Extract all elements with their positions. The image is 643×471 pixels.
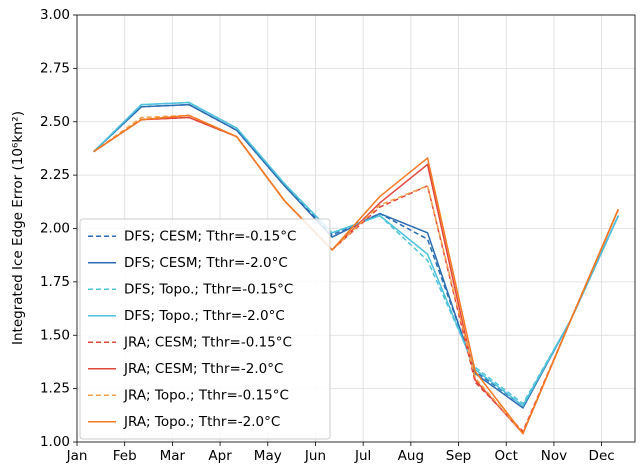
x-tick-label: Dec [589, 448, 615, 464]
x-tick-label: Nov [541, 448, 567, 464]
x-tick-label: Sep [446, 448, 471, 464]
legend-label: JRA; CESM; Tthr=-2.0°C [123, 361, 283, 377]
x-tick-label: May [254, 448, 282, 464]
legend-label: DFS; CESM; Tthr=-0.15°C [124, 228, 296, 244]
x-tick-label: Jul [354, 448, 371, 464]
series-line [93, 103, 619, 409]
y-tick-label: 1.50 [40, 327, 70, 343]
y-tick-label: 2.25 [40, 167, 70, 183]
legend-label: JRA; Topo.; Tthr=-0.15°C [123, 387, 289, 403]
series-line [93, 114, 619, 435]
legend-label: DFS; CESM; Tthr=-2.0°C [124, 255, 288, 271]
y-tick-label: 1.75 [40, 274, 70, 290]
x-tick-label: Feb [113, 448, 137, 464]
y-tick-label: 2.00 [40, 221, 70, 237]
x-tick-label: Jun [304, 448, 326, 464]
x-tick-label: Aug [398, 448, 424, 464]
legend-label: JRA; CESM; Tthr=-0.15°C [123, 334, 292, 350]
legend-box [79, 218, 331, 440]
legend-label: JRA; Topo.; Tthr=-2.0°C [123, 414, 280, 430]
legend-label: DFS; Topo.; Tthr=-0.15°C [124, 281, 293, 297]
x-tick-label: Mar [160, 448, 186, 464]
y-tick-label: 1.25 [40, 381, 70, 397]
y-tick-label: 1.00 [40, 434, 70, 450]
plot-frame [76, 14, 636, 443]
legend-label: DFS; Topo.; Tthr=-2.0°C [124, 308, 285, 324]
y-tick-label: 3.00 [40, 7, 70, 23]
x-tick-label: Apr [208, 448, 232, 464]
x-tick-label: Jan [66, 448, 88, 464]
y-axis-label: Integrated Ice Edge Error (10⁶km²) [10, 111, 26, 345]
y-tick-label: 2.50 [40, 114, 70, 130]
x-tick-label: Oct [495, 448, 518, 464]
y-tick-label: 2.75 [40, 60, 70, 76]
